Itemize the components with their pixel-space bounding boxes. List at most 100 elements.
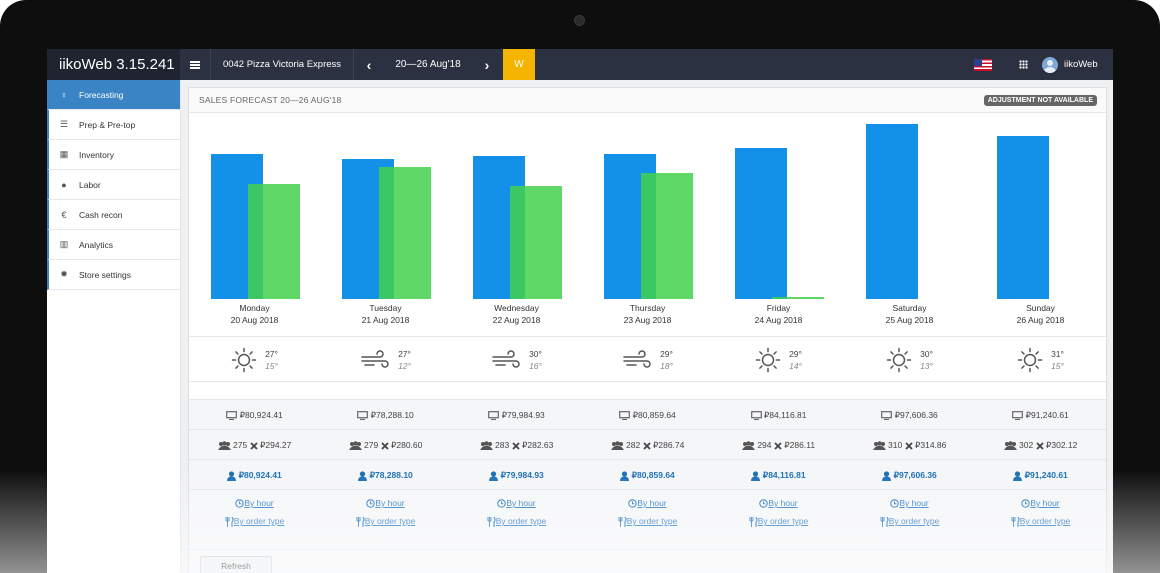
forecast-sales-value: ₽97,606.36 bbox=[894, 410, 938, 420]
chevron-left-icon[interactable]: ‹ bbox=[366, 56, 372, 73]
by-hour-link[interactable]: By hour bbox=[451, 498, 582, 509]
by-hour-label: By hour bbox=[899, 498, 929, 508]
forecast-bar[interactable] bbox=[735, 148, 787, 299]
guests-cell: 294 ₽286.11 bbox=[713, 430, 844, 460]
us-flag-icon[interactable] bbox=[970, 49, 996, 80]
apps-grid-icon[interactable] bbox=[1012, 49, 1034, 80]
day-date: 24 Aug 2018 bbox=[754, 315, 803, 325]
day-name: Saturday bbox=[892, 303, 927, 313]
forecast-sales-cell: ₽97,606.36 bbox=[844, 400, 975, 430]
by-hour-label: By hour bbox=[1030, 498, 1060, 508]
adjusted-sales-value[interactable]: ₽78,288.10 bbox=[369, 470, 413, 480]
multiply-icon bbox=[774, 440, 782, 450]
by-hour-link[interactable]: By hour bbox=[844, 498, 975, 509]
guests-icon bbox=[1003, 440, 1017, 451]
forecast-bar[interactable] bbox=[997, 136, 1049, 299]
forecast-sales-cell: ₽91,240.61 bbox=[975, 400, 1106, 430]
adjusted-sales-cell: ₽91,240.61 bbox=[975, 460, 1106, 490]
refresh-button[interactable]: Refresh bbox=[200, 556, 272, 573]
by-hour-link[interactable]: By hour bbox=[320, 498, 451, 509]
by-order-type-link[interactable]: By order type bbox=[451, 516, 582, 527]
sidebar-item-label: Cash recon bbox=[79, 209, 123, 220]
by-order-type-link[interactable]: By order type bbox=[582, 516, 713, 527]
wind-icon bbox=[622, 349, 652, 370]
chevron-right-icon[interactable]: › bbox=[484, 56, 490, 73]
by-hour-link[interactable]: By hour bbox=[975, 498, 1106, 509]
day-label: Friday 24 Aug 2018 bbox=[713, 302, 844, 326]
menu-icon[interactable] bbox=[180, 49, 210, 80]
date-range[interactable]: 20—26 Aug'18 bbox=[395, 59, 461, 70]
actual-bar[interactable] bbox=[379, 167, 431, 299]
adjusted-sales-value[interactable]: ₽91,240.61 bbox=[1024, 470, 1068, 480]
cutlery-icon bbox=[880, 516, 889, 527]
temp-min: 12° bbox=[398, 360, 411, 371]
by-order-type-link[interactable]: By order type bbox=[975, 516, 1106, 527]
by-hour-label: By hour bbox=[768, 498, 798, 508]
by-hour-link[interactable]: By hour bbox=[582, 498, 713, 509]
user-menu[interactable]: iikoWeb bbox=[1042, 49, 1112, 80]
week-period-button[interactable]: W bbox=[503, 49, 535, 80]
adjusted-sales-value[interactable]: ₽80,924.41 bbox=[238, 470, 282, 480]
by-hour-label: By hour bbox=[637, 498, 667, 508]
sidebar-item-labor[interactable]: ● Labor bbox=[47, 170, 180, 200]
actual-bar[interactable] bbox=[510, 186, 562, 299]
adjusted-sales-value[interactable]: ₽97,606.36 bbox=[893, 470, 937, 480]
by-order-type-link[interactable]: By order type bbox=[713, 516, 844, 527]
clock-icon bbox=[759, 498, 769, 509]
sun-icon bbox=[1017, 347, 1043, 373]
lightbulb-icon: ♀ bbox=[60, 89, 68, 100]
day-name: Monday bbox=[239, 303, 270, 313]
by-order-type-link[interactable]: By order type bbox=[320, 516, 451, 527]
sidebar-item-inventory[interactable]: ▦ Inventory bbox=[47, 140, 180, 170]
adjusted-sales-value[interactable]: ₽84,116.81 bbox=[762, 470, 806, 480]
forecast-chart bbox=[189, 114, 1106, 299]
guests-cell: 302 ₽302.12 bbox=[975, 430, 1106, 460]
cutlery-icon bbox=[749, 516, 758, 527]
sidebar-item-label: Forecasting bbox=[79, 89, 124, 100]
day-date: 22 Aug 2018 bbox=[492, 315, 541, 325]
actual-bar[interactable] bbox=[248, 184, 300, 299]
by-order-type-label: By order type bbox=[233, 516, 285, 527]
clock-icon bbox=[890, 498, 900, 509]
actual-bar[interactable] bbox=[641, 173, 693, 299]
adjusted-sales-value[interactable]: ₽79,984.93 bbox=[500, 470, 544, 480]
app-title[interactable]: iikoWeb 3.15.241 bbox=[47, 49, 180, 80]
by-hour-label: By hour bbox=[506, 498, 536, 508]
guests-cell: 279 ₽280.60 bbox=[320, 430, 451, 460]
by-hour-label: By hour bbox=[244, 498, 274, 508]
guests-count: 302 bbox=[1019, 440, 1034, 450]
sidebar-item-store-settings[interactable]: ✹ Store settings bbox=[47, 260, 180, 290]
temp-max: 30° bbox=[529, 348, 542, 359]
chart-day-group bbox=[844, 114, 975, 299]
day-date: 21 Aug 2018 bbox=[361, 315, 410, 325]
monitor-icon bbox=[488, 410, 500, 421]
adjusted-sales-value[interactable]: ₽80,859.64 bbox=[631, 470, 675, 480]
sidebar-item-cash-recon[interactable]: € Cash recon bbox=[47, 200, 180, 230]
sidebar-item-analytics[interactable]: ▥ Analytics bbox=[47, 230, 180, 260]
sidebar-item-forecasting[interactable]: ♀ Forecasting bbox=[47, 80, 180, 110]
weather-cell: 27° 15° bbox=[189, 337, 320, 382]
day-label: Tuesday 21 Aug 2018 bbox=[320, 302, 451, 326]
weather-cell: 29° 14° bbox=[713, 337, 844, 382]
chart-day-group bbox=[320, 114, 451, 299]
wind-icon bbox=[360, 349, 390, 370]
temp-min: 14° bbox=[789, 360, 802, 371]
empty-row bbox=[189, 381, 1106, 400]
actual-bar[interactable] bbox=[772, 297, 824, 299]
by-hour-link[interactable]: By hour bbox=[189, 498, 320, 509]
person-icon bbox=[489, 470, 499, 481]
sun-icon bbox=[231, 347, 257, 373]
chart-day-group bbox=[189, 114, 320, 299]
temp-min: 18° bbox=[660, 360, 673, 371]
forecast-bar[interactable] bbox=[866, 124, 918, 299]
sidebar-item-prep-pre-top[interactable]: ☰ Prep & Pre-top bbox=[47, 110, 180, 140]
by-order-type-link[interactable]: By order type bbox=[844, 516, 975, 527]
person-icon bbox=[882, 470, 892, 481]
links-cell: By hour By order type bbox=[844, 498, 975, 527]
by-order-type-link[interactable]: By order type bbox=[189, 516, 320, 527]
store-selector[interactable]: 0042 Pizza Victoria Express bbox=[210, 49, 354, 80]
adjustment-badge: ADJUSTMENT NOT AVAILABLE bbox=[983, 94, 1097, 106]
by-hour-link[interactable]: By hour bbox=[713, 498, 844, 509]
chart-day-group bbox=[975, 114, 1106, 299]
monitor-icon bbox=[226, 410, 238, 421]
